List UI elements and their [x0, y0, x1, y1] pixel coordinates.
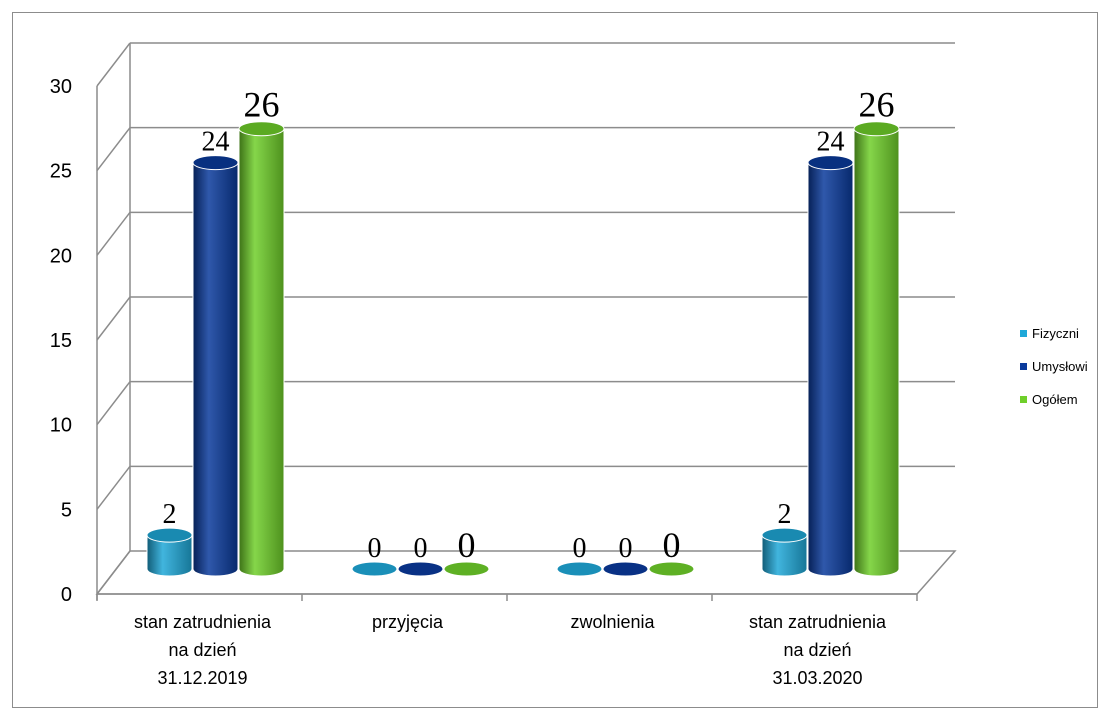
data-label: 2: [163, 499, 177, 530]
y-tick-label: 20: [50, 245, 72, 267]
data-label: 0: [573, 533, 587, 564]
y-tick-label: 25: [50, 161, 72, 183]
y-tick-label: 5: [61, 499, 72, 521]
side-wall-line: [96, 550, 131, 595]
bar-top-fizyczni: [146, 527, 193, 543]
bar-top-umysłowi: [807, 155, 854, 171]
bar-ogółem: [853, 128, 900, 577]
category-label: na dzień: [783, 640, 851, 660]
bar-top-fizyczni: [761, 527, 808, 543]
y-tick-label: 0: [61, 584, 72, 606]
legend-label: Umysłowi: [1032, 359, 1088, 374]
category-label: 31.03.2020: [772, 668, 862, 688]
category-label: stan zatrudnienia: [134, 612, 272, 632]
legend-label: Ogółem: [1032, 392, 1078, 407]
bar-ogółem: [238, 128, 285, 577]
legend-label: Fizyczni: [1032, 326, 1079, 341]
data-label: 26: [244, 85, 280, 125]
data-label: 0: [368, 533, 382, 564]
legend-swatch: [1020, 396, 1027, 403]
bar-top-fizyczni: [351, 561, 398, 577]
data-label: 0: [458, 525, 476, 565]
category-label: stan zatrudnienia: [749, 612, 887, 632]
data-label: 0: [619, 533, 633, 564]
category-label: na dzień: [168, 640, 236, 660]
side-wall-line: [96, 42, 131, 87]
data-label: 2: [778, 499, 792, 530]
y-tick-label: 30: [50, 76, 72, 98]
bar-top-umysłowi: [397, 561, 444, 577]
bar-umysłowi: [807, 162, 854, 577]
bar-top-ogółem: [238, 121, 285, 137]
bar-top-umysłowi: [192, 155, 239, 171]
bar-umysłowi: [192, 162, 239, 577]
side-wall-line: [96, 381, 131, 426]
bar-top-ogółem: [443, 561, 490, 577]
side-wall-line: [96, 211, 131, 256]
data-label: 24: [817, 127, 845, 158]
data-label: 26: [859, 85, 895, 125]
legend-swatch: [1020, 330, 1027, 337]
bar-top-ogółem: [648, 561, 695, 577]
category-label: zwolnienia: [570, 612, 655, 632]
data-label: 24: [202, 127, 230, 158]
y-tick-label: 10: [50, 415, 72, 437]
bar-fizyczni: [146, 534, 193, 577]
data-label: 0: [414, 533, 428, 564]
y-tick-label: 15: [50, 330, 72, 352]
side-wall-line: [96, 296, 131, 341]
bar-top-umysłowi: [602, 561, 649, 577]
bar-top-ogółem: [853, 121, 900, 137]
data-label: 0: [663, 525, 681, 565]
category-label: przyjęcia: [372, 612, 444, 632]
legend-swatch: [1020, 363, 1027, 370]
side-wall-line: [96, 465, 131, 510]
bar-fizyczni: [761, 534, 808, 577]
category-label: 31.12.2019: [157, 668, 247, 688]
side-wall-line: [96, 127, 131, 172]
bar-top-fizyczni: [556, 561, 603, 577]
